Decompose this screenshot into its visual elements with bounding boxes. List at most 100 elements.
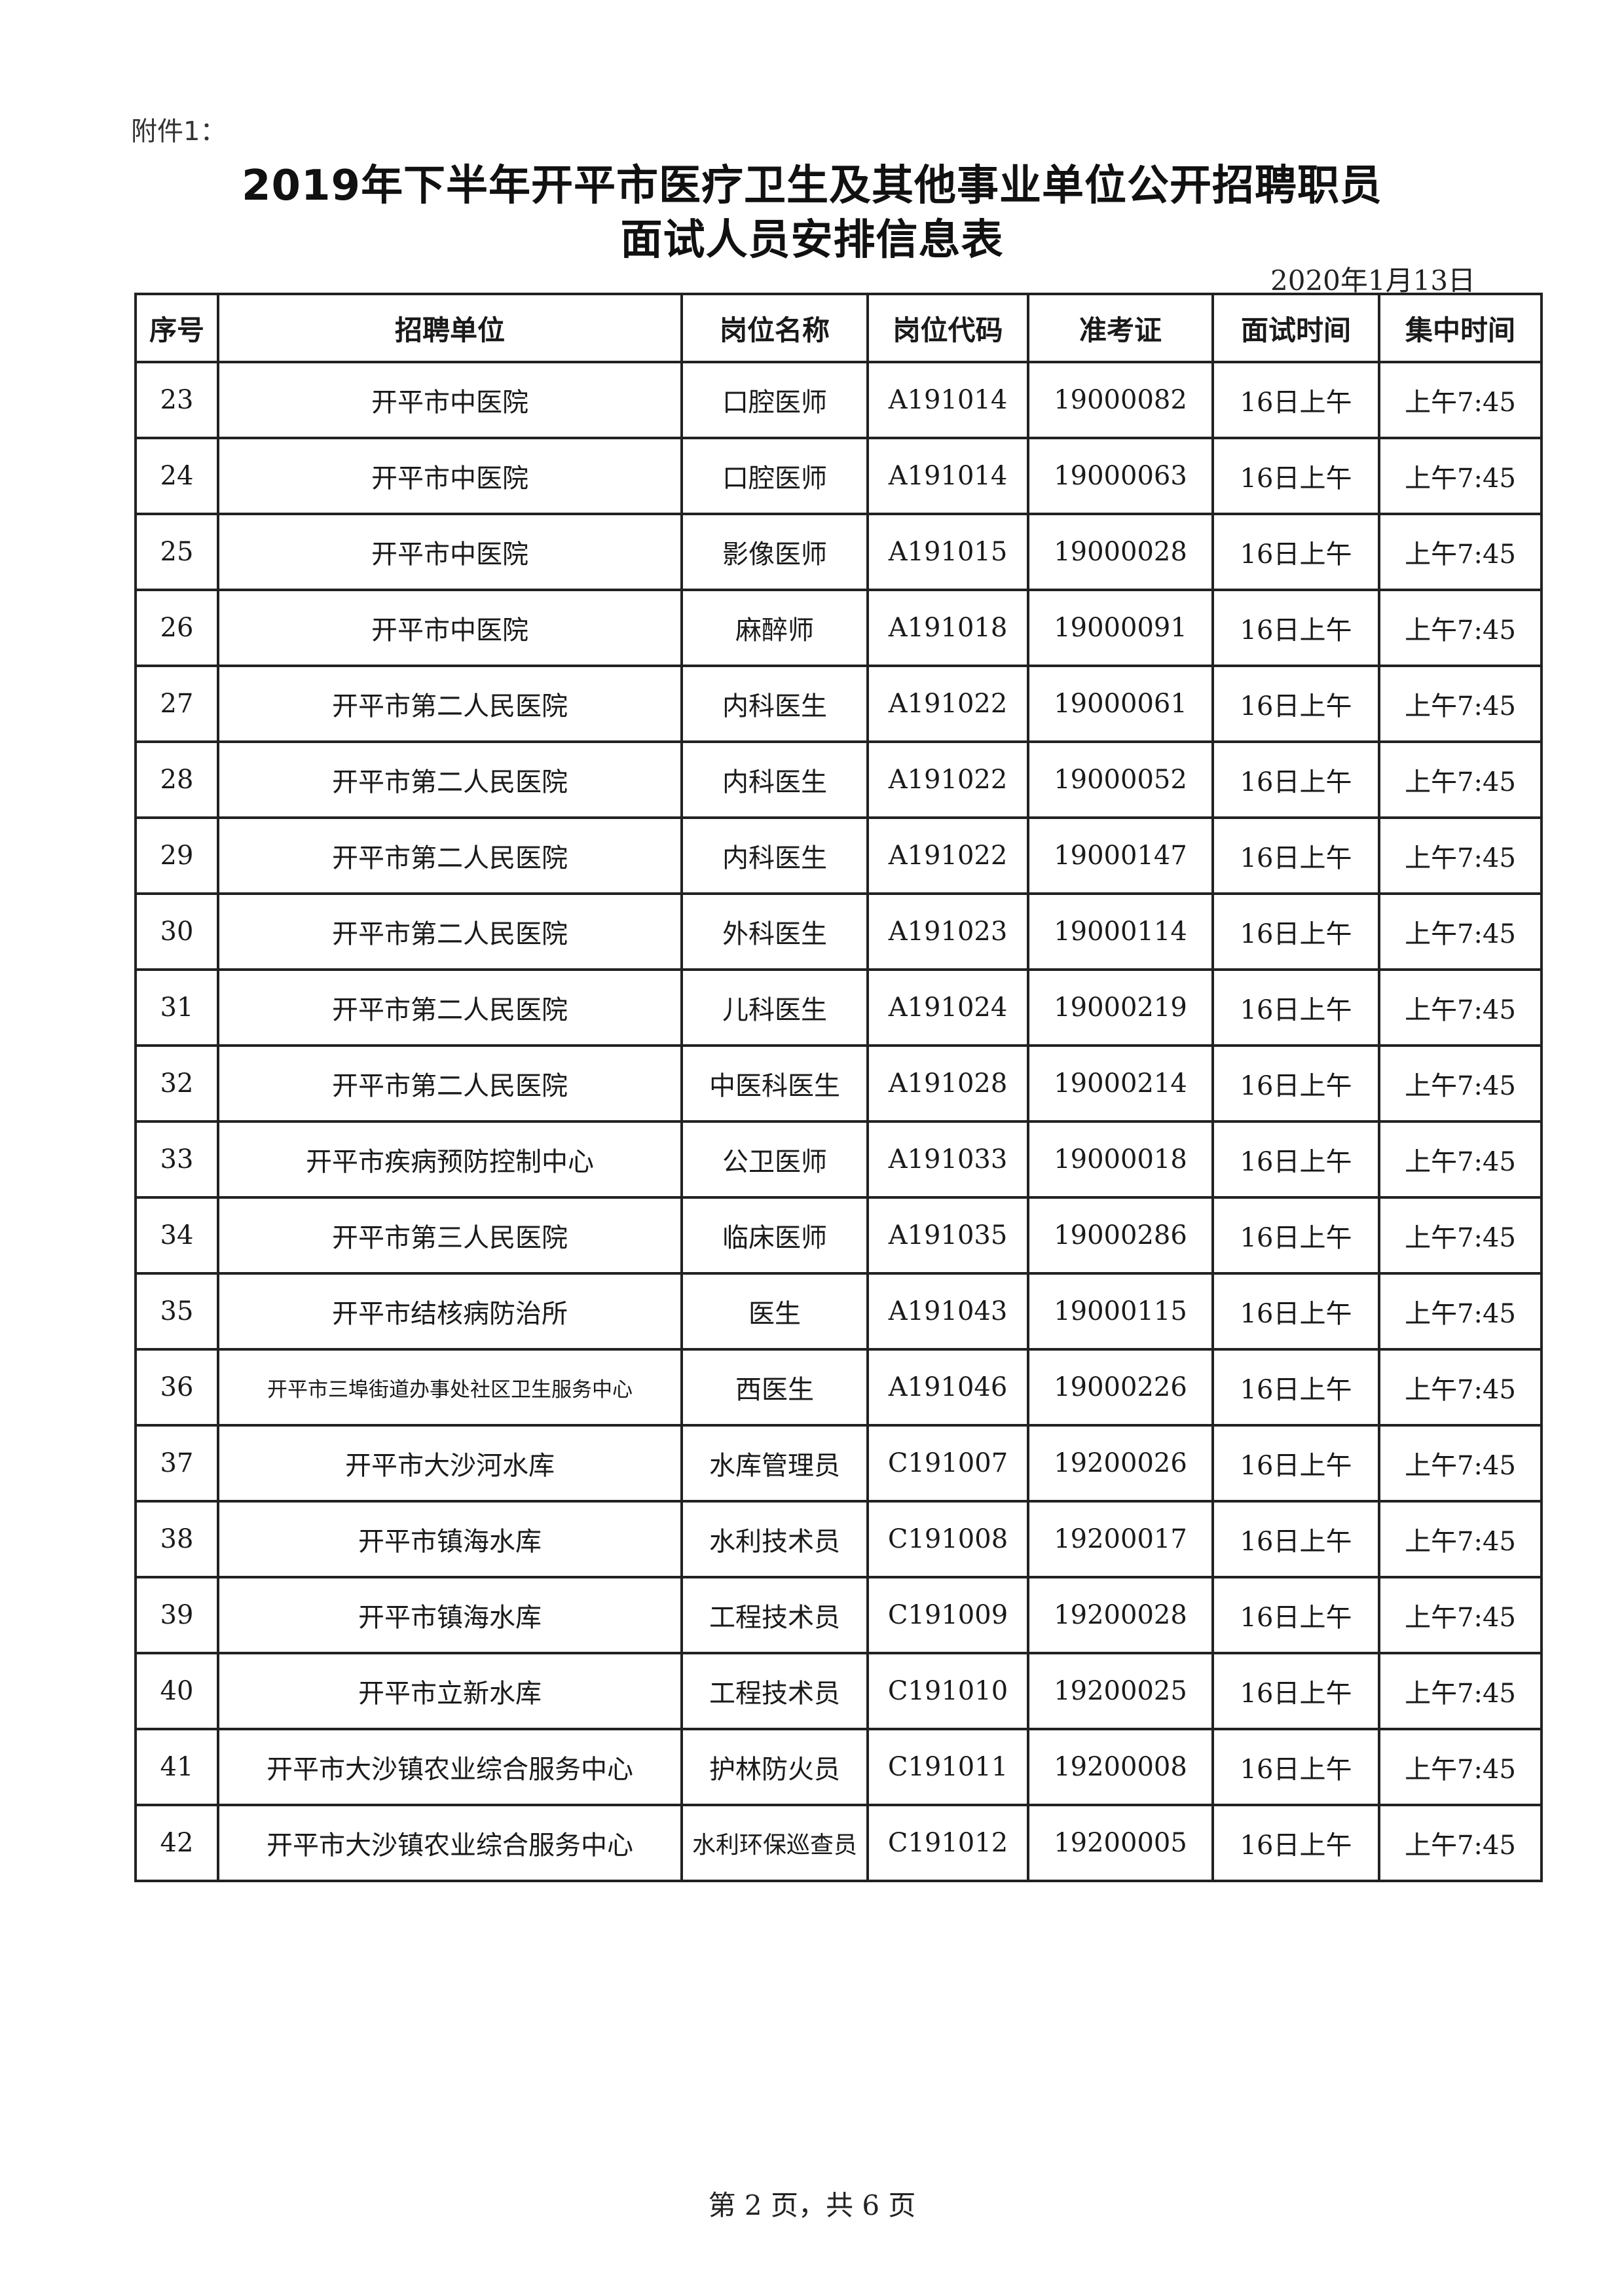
cell-position: 水利技术员 — [680, 1500, 869, 1578]
cell-position: 中医科医生 — [680, 1044, 869, 1123]
table-row: 30 开平市第二人民医院 外科医生 A191023 19000114 16日上午 上午7:4… — [134, 892, 1543, 971]
cell-index: 26 — [134, 589, 219, 667]
cell-interview-time: 16日上午 — [1211, 892, 1380, 971]
header-index: 序号 — [134, 293, 219, 363]
cell-exam-id: 19200017 — [1027, 1500, 1214, 1578]
cell-gather-time: 上午7:45 — [1378, 665, 1543, 743]
cell-unit: 开平市第二人民医院 — [217, 740, 683, 819]
cell-exam-id: 19200026 — [1027, 1424, 1214, 1503]
table-row: 26 开平市中医院 麻醉师 A191018 19000091 16日上午 上午7:45 — [134, 589, 1543, 667]
cell-position: 内科医生 — [680, 740, 869, 819]
cell-interview-time: 16日上午 — [1211, 968, 1380, 1047]
cell-position: 水利环保巡查员 — [680, 1804, 869, 1882]
cell-position-code: A191023 — [866, 892, 1029, 971]
cell-index: 29 — [134, 816, 219, 895]
table-row: 34 开平市第三人民医院 临床医师 A191035 19000286 16日上午 上午7:4… — [134, 1196, 1543, 1275]
cell-interview-time: 16日上午 — [1211, 1576, 1380, 1654]
cell-index: 41 — [134, 1728, 219, 1806]
cell-exam-id: 19200025 — [1027, 1652, 1214, 1730]
table-row: 33 开平市疾病预防控制中心 公卫医师 A191033 19000018 16日上午 上午7… — [134, 1120, 1543, 1199]
cell-position-code: C191011 — [866, 1728, 1029, 1806]
cell-exam-id: 19000286 — [1027, 1196, 1214, 1275]
cell-position: 内科医生 — [680, 816, 869, 895]
cell-index: 27 — [134, 665, 219, 743]
table-row: 41 开平市大沙镇农业综合服务中心 护林防火员 C191011 19200008 16日上… — [134, 1728, 1543, 1806]
cell-index: 40 — [134, 1652, 219, 1730]
cell-unit: 开平市疾病预防控制中心 — [217, 1120, 683, 1199]
cell-gather-time: 上午7:45 — [1378, 513, 1543, 591]
cell-position-code: A191018 — [866, 589, 1029, 667]
cell-position: 工程技术员 — [680, 1576, 869, 1654]
cell-unit: 开平市大沙镇农业综合服务中心 — [217, 1804, 683, 1882]
cell-position-code: A191024 — [866, 968, 1029, 1047]
cell-interview-time: 16日上午 — [1211, 1196, 1380, 1275]
document-subtitle: 面试人员安排信息表 — [620, 216, 1004, 264]
cell-interview-time: 16日上午 — [1211, 740, 1380, 819]
cell-exam-id: 19200028 — [1027, 1576, 1214, 1654]
cell-exam-id: 19000147 — [1027, 816, 1214, 895]
cell-gather-time: 上午7:45 — [1378, 740, 1543, 819]
cell-index: 34 — [134, 1196, 219, 1275]
cell-exam-id: 19000226 — [1027, 1348, 1214, 1427]
cell-gather-time: 上午7:45 — [1378, 589, 1543, 667]
cell-position-code: A191028 — [866, 1044, 1029, 1123]
cell-exam-id: 19000214 — [1027, 1044, 1214, 1123]
cell-gather-time: 上午7:45 — [1378, 1652, 1543, 1730]
cell-unit: 开平市中医院 — [217, 437, 683, 515]
cell-index: 32 — [134, 1044, 219, 1123]
cell-unit: 开平市立新水库 — [217, 1652, 683, 1730]
cell-gather-time: 上午7:45 — [1378, 1576, 1543, 1654]
cell-exam-id: 19000219 — [1027, 968, 1214, 1047]
cell-interview-time: 16日上午 — [1211, 589, 1380, 667]
cell-position: 工程技术员 — [680, 1652, 869, 1730]
cell-exam-id: 19000115 — [1027, 1272, 1214, 1351]
cell-exam-id: 19000061 — [1027, 665, 1214, 743]
table-header-row: 序号 招聘单位 岗位名称 岗位代码 准考证 面试时间 集中时间 — [134, 293, 1543, 363]
interview-schedule-table: 序号 招聘单位 岗位名称 岗位代码 准考证 面试时间 集中时间 23 开平市中医院… — [134, 293, 1543, 1882]
cell-unit: 开平市第二人民医院 — [217, 892, 683, 971]
cell-exam-id: 19000018 — [1027, 1120, 1214, 1199]
cell-unit: 开平市第二人民医院 — [217, 968, 683, 1047]
header-position-code: 岗位代码 — [866, 293, 1029, 363]
table-row: 28 开平市第二人民医院 内科医生 A191022 19000052 16日上午 上午7:4… — [134, 740, 1543, 819]
cell-interview-time: 16日上午 — [1211, 1348, 1380, 1427]
table-row: 36 开平市三埠街道办事处社区卫生服务中心 西医生 A191046 19000226 16… — [134, 1348, 1543, 1427]
cell-gather-time: 上午7:45 — [1378, 361, 1543, 439]
page-footer: 第 2 页，共 6 页 — [708, 2189, 916, 2221]
cell-position-code: A191015 — [866, 513, 1029, 591]
cell-position: 西医生 — [680, 1348, 869, 1427]
cell-index: 24 — [134, 437, 219, 515]
cell-unit: 开平市结核病防治所 — [217, 1272, 683, 1351]
cell-position: 麻醉师 — [680, 589, 869, 667]
cell-interview-time: 16日上午 — [1211, 665, 1380, 743]
cell-interview-time: 16日上午 — [1211, 1424, 1380, 1503]
cell-position-code: A191014 — [866, 361, 1029, 439]
cell-gather-time: 上午7:45 — [1378, 1044, 1543, 1123]
cell-gather-time: 上午7:45 — [1378, 816, 1543, 895]
cell-index: 33 — [134, 1120, 219, 1199]
cell-position-code: C191007 — [866, 1424, 1029, 1503]
header-interview-time: 面试时间 — [1211, 293, 1380, 363]
cell-index: 30 — [134, 892, 219, 971]
cell-index: 39 — [134, 1576, 219, 1654]
cell-unit: 开平市中医院 — [217, 361, 683, 439]
cell-exam-id: 19200008 — [1027, 1728, 1214, 1806]
cell-position: 护林防火员 — [680, 1728, 869, 1806]
table-row: 23 开平市中医院 口腔医师 A191014 19000082 16日上午 上午7:45 — [134, 361, 1543, 439]
cell-gather-time: 上午7:45 — [1378, 437, 1543, 515]
document-date: 2020年1月13日 — [1270, 264, 1476, 297]
cell-position-code: A191043 — [866, 1272, 1029, 1351]
cell-unit: 开平市中医院 — [217, 589, 683, 667]
table-row: 37 开平市大沙河水库 水库管理员 C191007 19200026 16日上午 上午7:4… — [134, 1424, 1543, 1503]
cell-unit: 开平市中医院 — [217, 513, 683, 591]
cell-unit: 开平市第二人民医院 — [217, 816, 683, 895]
cell-position: 临床医师 — [680, 1196, 869, 1275]
cell-unit: 开平市镇海水库 — [217, 1500, 683, 1578]
document-title: 2019年下半年开平市医疗卫生及其他事业单位公开招聘职员 — [241, 162, 1383, 210]
cell-gather-time: 上午7:45 — [1378, 1424, 1543, 1503]
cell-position: 口腔医师 — [680, 361, 869, 439]
cell-gather-time: 上午7:45 — [1378, 1728, 1543, 1806]
cell-position: 外科医生 — [680, 892, 869, 971]
cell-interview-time: 16日上午 — [1211, 437, 1380, 515]
cell-index: 23 — [134, 361, 219, 439]
